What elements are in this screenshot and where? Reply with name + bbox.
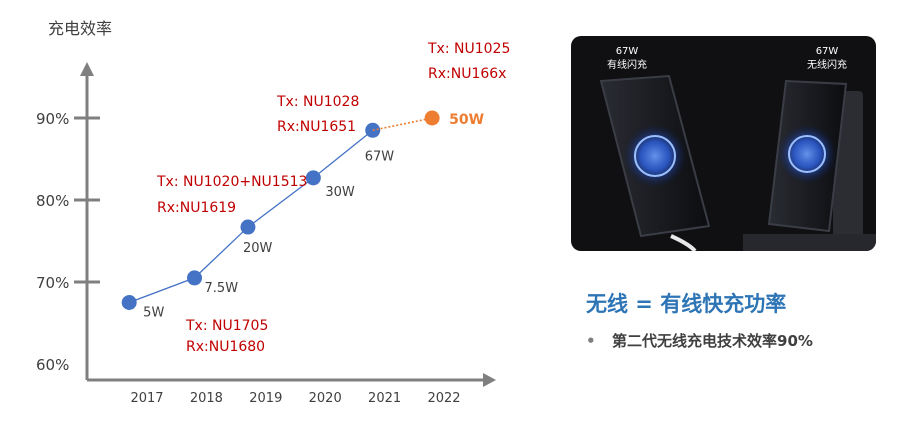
y-axis-arrow (80, 62, 94, 76)
wired-phone-graphic (599, 74, 711, 251)
x-tick-label: 2020 (309, 391, 342, 406)
annotation-line: Rx:NU1680 (186, 339, 265, 355)
annotation-line: Tx: NU1020+NU1513 (156, 174, 307, 190)
annotation-line: Rx:NU1651 (277, 119, 356, 135)
headline: 无线 = 有线快充功率 (586, 292, 787, 316)
point-label: 20W (243, 241, 273, 256)
x-tick-label: 2017 (130, 391, 163, 406)
x-axis-arrow (483, 373, 496, 387)
data-point (121, 295, 137, 310)
annotation-nu1020: Tx: NU1020+NU1513 Rx:NU1619 (156, 174, 307, 216)
wired-caption: 67W 有线闪充 (607, 46, 647, 71)
x-tick-label: 2021 (368, 391, 401, 406)
point-label-group: 5W 7.5W 20W 30W 67W 50W (143, 112, 484, 321)
y-tick-group: 60% 70% 80% 90% (36, 110, 100, 374)
phones-illustration: 67W 有线闪充 67W 无线闪充 (599, 46, 876, 251)
point-label: 5W (143, 306, 164, 321)
point-label: 67W (365, 149, 395, 164)
data-point (187, 270, 203, 286)
wireless-caption: 67W 无线闪充 (807, 46, 847, 71)
annotation-line: Tx: NU1705 (185, 318, 268, 334)
point-label: 30W (325, 185, 355, 200)
product-photo: 67W 有线闪充 67W 无线闪充 (571, 36, 876, 251)
wireless-phone-graphic (743, 79, 876, 251)
y-tick-label: 70% (36, 274, 69, 292)
bullet-text: 第二代无线充电技术效率90% (612, 332, 813, 350)
point-label: 7.5W (205, 281, 239, 296)
x-tick-group: 2017 2018 2019 2020 2021 2022 (130, 391, 460, 406)
efficiency-line (128, 129, 374, 304)
y-tick-label: 60% (36, 356, 69, 374)
chart-axes (85, 74, 485, 382)
series-group (121, 110, 440, 310)
wireless-caption-line: 无线闪充 (807, 58, 847, 71)
annotation-line: Tx: NU1025 (427, 41, 510, 57)
wireless-caption-line: 67W (816, 46, 839, 57)
annotation-nu1025: Tx: NU1025 Rx:NU166x (427, 41, 510, 82)
wired-caption-line: 67W (616, 46, 639, 57)
wired-caption-line: 有线闪充 (607, 58, 647, 71)
annotation-line: Tx: NU1028 (276, 94, 359, 110)
y-tick-label: 80% (36, 192, 69, 210)
x-tick-label: 2022 (427, 391, 460, 406)
annotation-nu1028: Tx: NU1028 Rx:NU1651 (276, 94, 359, 135)
point-label: 50W (449, 112, 484, 128)
data-point (240, 219, 256, 235)
y-tick-label: 90% (36, 110, 69, 128)
x-tick-label: 2018 (190, 391, 223, 406)
annotation-nu1705: Tx: NU1705 Rx:NU1680 (185, 318, 268, 355)
data-point (424, 110, 440, 126)
annotation-line: Rx:NU1619 (157, 200, 236, 216)
projection-line (372, 117, 433, 132)
annotation-line: Rx:NU166x (428, 66, 506, 82)
data-point (305, 170, 321, 186)
y-axis-title: 充电效率 (48, 19, 112, 38)
x-tick-label: 2019 (249, 391, 282, 406)
bullet-marker: • (586, 332, 596, 350)
bullet-item: • 第二代无线充电技术效率90% (586, 330, 813, 351)
